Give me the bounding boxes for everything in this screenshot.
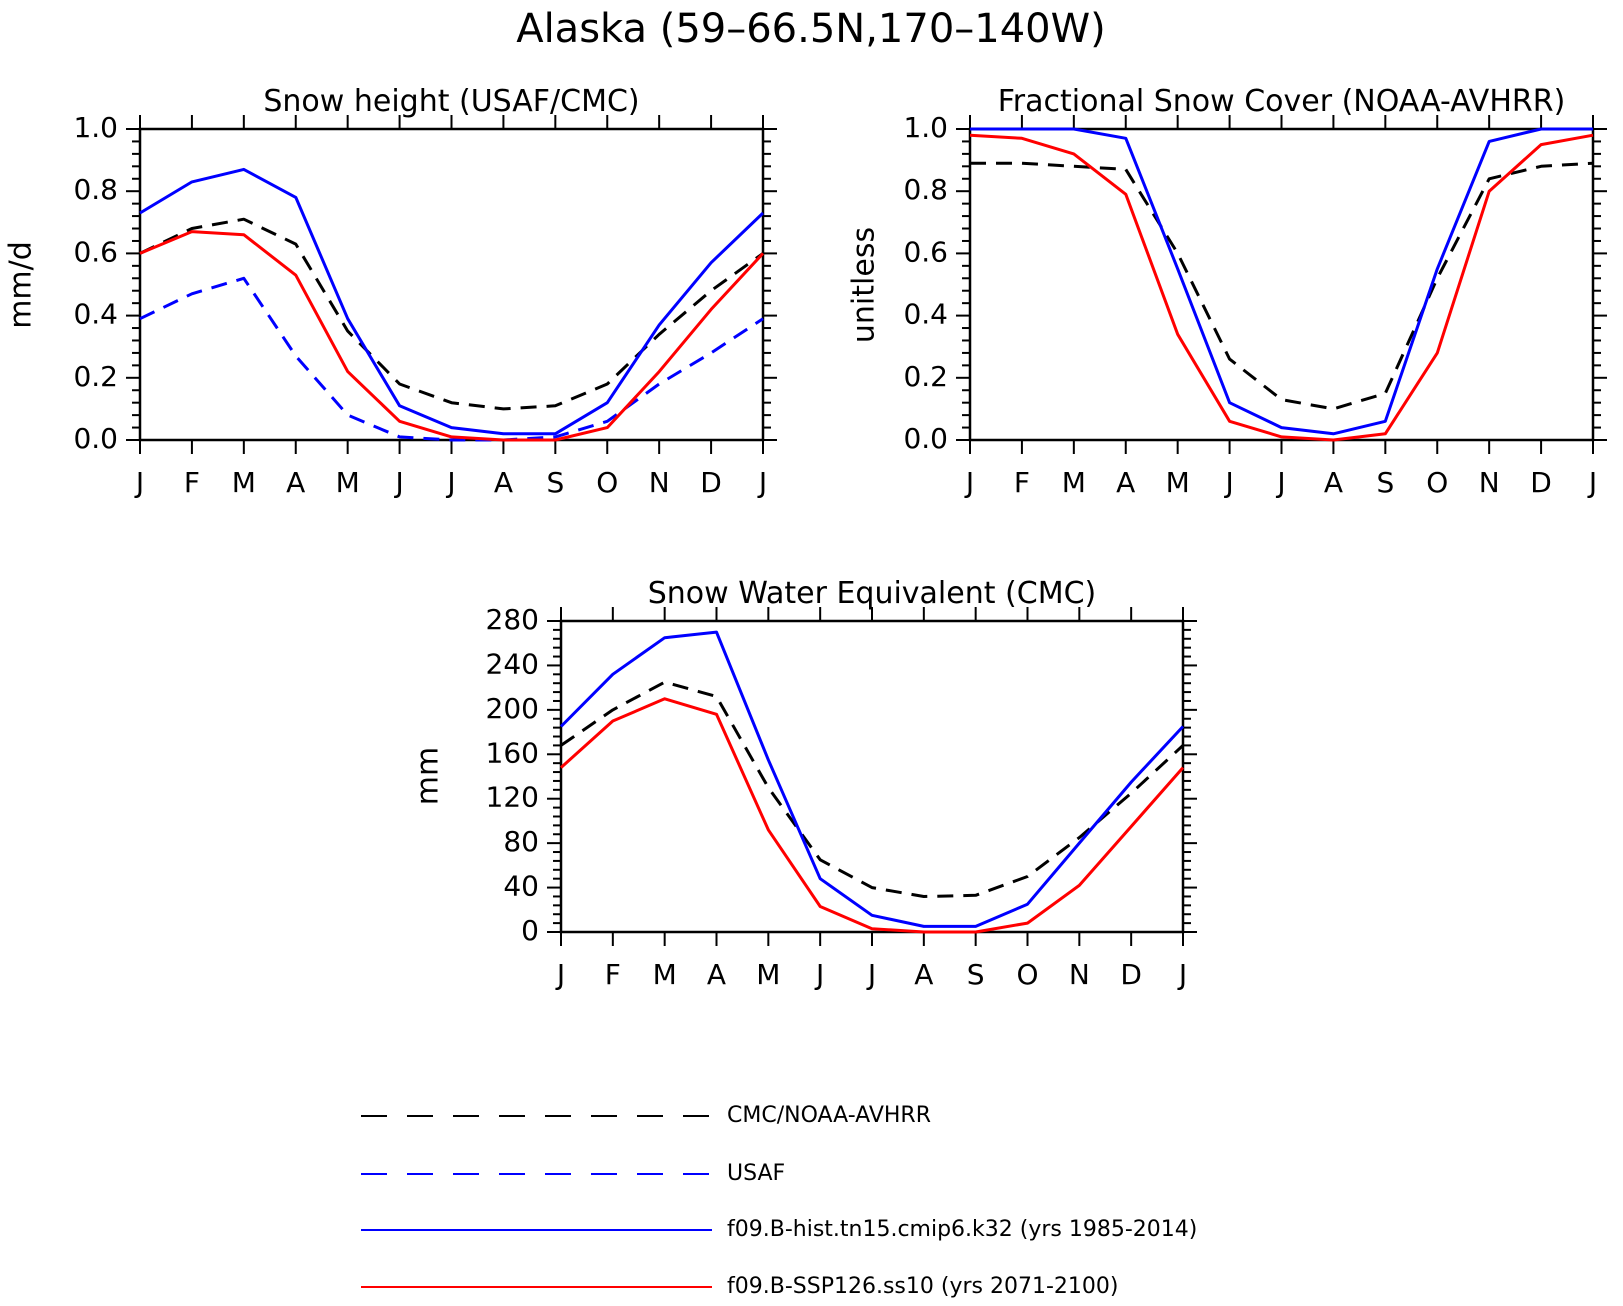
y-tick-label: 240	[486, 647, 539, 680]
series-line-2	[139, 276, 764, 442]
x-tick-label: N	[1069, 958, 1090, 991]
series-line-1	[970, 161, 1594, 411]
x-tick-label: J	[1587, 466, 1597, 499]
y-tick-label: 120	[486, 781, 539, 814]
x-tick-label: J	[393, 466, 403, 499]
x-tick-label: J	[1275, 466, 1285, 499]
y-axis-label: mm	[411, 747, 446, 805]
y-tick-label: 280	[486, 603, 539, 636]
x-tick-label: N	[1479, 466, 1500, 499]
legend-label-3: f09.B-hist.tn15.cmip6.k32 (yrs 1985-2014…	[727, 1217, 1197, 1242]
x-tick-label: D	[1530, 466, 1552, 499]
x-tick-label: M	[232, 466, 256, 499]
x-tick-label: M	[1166, 466, 1190, 499]
x-tick-label: M	[653, 958, 677, 991]
y-tick-label: 0.8	[73, 173, 118, 206]
legend-label-1: CMC/NOAA-AVHRR	[727, 1103, 931, 1128]
y-tick-label: 0.0	[73, 422, 118, 455]
x-tick-label: J	[445, 466, 455, 499]
y-tick-label: 0.0	[903, 422, 948, 455]
y-tick-label: 1.0	[903, 111, 948, 144]
x-tick-label: F	[184, 466, 200, 499]
panel-title: Fractional Snow Cover (NOAA-AVHRR)	[998, 84, 1566, 119]
x-tick-label: J	[134, 466, 144, 499]
y-axis-label: unitless	[847, 227, 882, 343]
panel-title: Snow Water Equivalent (CMC)	[648, 576, 1096, 611]
x-tick-label: J	[555, 958, 565, 991]
y-tick-label: 0.6	[903, 235, 948, 268]
x-tick-label: J	[814, 958, 824, 991]
x-tick-label: O	[1426, 466, 1448, 499]
x-tick-label: O	[1016, 958, 1038, 991]
x-tick-label: N	[649, 466, 670, 499]
y-tick-label: 0.2	[903, 360, 948, 393]
x-tick-label: J	[964, 466, 974, 499]
legend-label-2: USAF	[727, 1161, 785, 1186]
x-tick-label: A	[1116, 466, 1135, 499]
y-tick-label: 0.4	[73, 298, 118, 331]
x-tick-label: J	[1223, 466, 1233, 499]
chart-panel-3: Snow Water Equivalent (CMC) mm 0 40 80 120 160…	[411, 576, 1197, 991]
plot-frame	[138, 127, 765, 442]
y-tick-label: 0.4	[903, 298, 948, 331]
y-tick-label: 160	[486, 736, 539, 769]
y-tick-label: 80	[503, 825, 539, 858]
series-line-2	[559, 630, 1185, 928]
y-tick-label: 40	[503, 870, 539, 903]
x-tick-label: S	[1376, 466, 1394, 499]
x-tick-label: M	[756, 958, 780, 991]
x-tick-label: F	[605, 958, 621, 991]
x-tick-label: J	[757, 466, 767, 499]
x-tick-label: J	[1177, 958, 1187, 991]
x-tick-label: D	[700, 466, 722, 499]
series-line-1	[139, 217, 764, 411]
chart-panel-2: Fractional Snow Cover (NOAA-AVHRR) unitle…	[847, 84, 1607, 499]
y-axis-label: mm/d	[4, 241, 39, 329]
y-tick-label: 0.8	[903, 173, 948, 206]
x-tick-label: M	[336, 466, 360, 499]
plot-frame	[559, 619, 1185, 934]
chart-panel-1: Snow height (USAF/CMC) mm/d 0.0 0.2 0.4 0.6 0.…	[4, 84, 777, 499]
legend-label-4: f09.B-SSP126.ss10 (yrs 2071-2100)	[727, 1274, 1118, 1299]
series-line-3	[969, 133, 1594, 442]
x-tick-label: A	[914, 958, 933, 991]
panel-title: Snow height (USAF/CMC)	[263, 84, 639, 119]
x-tick-label: A	[286, 466, 305, 499]
x-tick-label: A	[1324, 466, 1343, 499]
series-line-4	[139, 230, 765, 442]
x-tick-label: A	[707, 958, 726, 991]
series-line-2	[970, 127, 1593, 436]
series-line-1	[560, 680, 1185, 898]
x-tick-label: O	[596, 466, 618, 499]
x-tick-label: D	[1120, 958, 1142, 991]
y-tick-label: 0.6	[73, 235, 118, 268]
series-line-3	[139, 167, 765, 436]
x-tick-label: J	[866, 958, 876, 991]
figure-title: Alaska (59–66.5N,170–140W)	[516, 6, 1106, 52]
x-tick-label: F	[1014, 466, 1030, 499]
y-tick-label: 0.2	[73, 360, 118, 393]
y-tick-label: 200	[486, 692, 539, 725]
x-tick-label: A	[494, 466, 513, 499]
y-tick-label: 1.0	[73, 111, 118, 144]
legend: CMC/NOAA-AVHRR USAF f09.B-hist.tn15.cmip6.…	[361, 1103, 1197, 1299]
x-tick-label: S	[546, 466, 564, 499]
x-tick-label: M	[1062, 466, 1086, 499]
series-line-3	[559, 697, 1185, 934]
x-tick-label: S	[967, 958, 985, 991]
y-tick-label: 0	[521, 914, 539, 947]
